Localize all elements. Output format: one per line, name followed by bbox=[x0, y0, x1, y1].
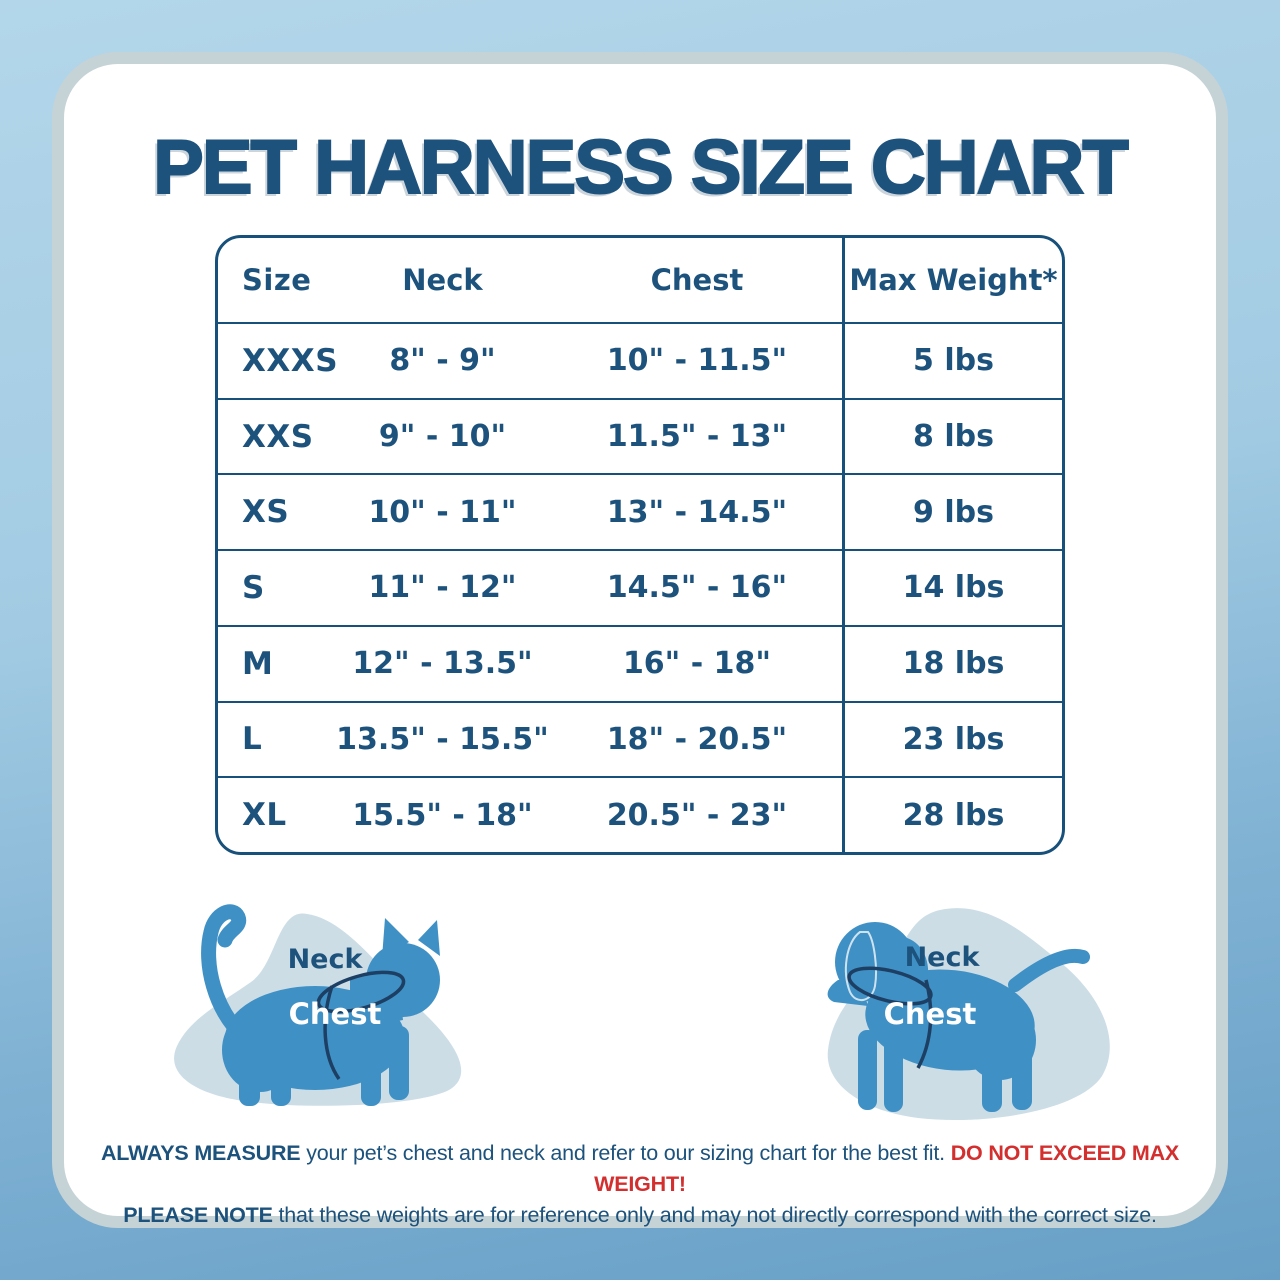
please-note-text: PLEASE NOTE bbox=[123, 1203, 273, 1227]
size-table: Size Neck Chest Max Weight* XXXS 8" - 9"… bbox=[215, 235, 1065, 855]
cell-neck: 10" - 11" bbox=[333, 473, 552, 549]
cell-neck: 15.5" - 18" bbox=[333, 776, 552, 852]
cell-size: L bbox=[218, 700, 333, 777]
measure-instructions: your pet’s chest and neck and refer to o… bbox=[300, 1141, 951, 1165]
footer-note: ALWAYS MEASURE your pet’s chest and neck… bbox=[64, 1138, 1216, 1231]
cell-size: XS bbox=[218, 473, 333, 549]
cat-neck-measure-loop bbox=[316, 970, 406, 1014]
cell-chest: 14.5" - 16" bbox=[552, 549, 842, 625]
cell-neck: 9" - 10" bbox=[333, 397, 552, 474]
cell-max-weight: 18 lbs bbox=[842, 624, 1062, 701]
always-measure-text: ALWAYS MEASURE bbox=[100, 1141, 301, 1165]
column-header-max-weight: Max Weight* bbox=[842, 238, 1062, 322]
cell-max-weight: 9 lbs bbox=[842, 473, 1062, 550]
cell-max-weight: 8 lbs bbox=[842, 397, 1062, 474]
note-instructions: that these weights are for reference onl… bbox=[272, 1203, 1157, 1227]
cat-chest-label: Chest bbox=[289, 997, 382, 1031]
cat-ear bbox=[382, 918, 409, 958]
cell-chest: 11.5" - 13" bbox=[552, 397, 842, 474]
cell-neck: 12" - 13.5" bbox=[333, 624, 552, 701]
column-header-neck: Neck bbox=[402, 263, 483, 297]
cell-neck: 8" - 9" bbox=[333, 322, 552, 398]
cell-max-weight: 14 lbs bbox=[842, 549, 1062, 625]
cell-neck: 11" - 12" bbox=[333, 549, 552, 625]
cell-size: XXXS bbox=[218, 322, 338, 398]
cat-chest-measure-strap bbox=[323, 985, 341, 1080]
dog-chest-measure-strap bbox=[916, 979, 933, 1069]
cell-max-weight: 5 lbs bbox=[842, 322, 1062, 398]
column-header-size: Size bbox=[242, 263, 312, 297]
cell-max-weight: 28 lbs bbox=[842, 776, 1062, 852]
cell-size: M bbox=[218, 624, 333, 701]
dog-illustration: Neck Chest bbox=[827, 908, 1110, 1121]
cell-neck: 13.5" - 15.5" bbox=[333, 700, 552, 777]
column-header-chest: Chest bbox=[650, 263, 744, 297]
cat-tail bbox=[201, 904, 251, 1044]
cell-size: XL bbox=[218, 776, 333, 852]
cat-neck-label: Neck bbox=[288, 944, 364, 975]
dog-neck-label: Neck bbox=[905, 942, 981, 973]
footer-line-2: PLEASE NOTE that these weights are for r… bbox=[64, 1200, 1216, 1231]
cell-chest: 16" - 18" bbox=[552, 624, 842, 701]
cell-chest: 13" - 14.5" bbox=[552, 473, 842, 549]
dog-tail bbox=[1008, 948, 1090, 992]
dog-chest-label: Chest bbox=[884, 997, 977, 1031]
max-weight-warning: DO NOT EXCEED MAX WEIGHT! bbox=[594, 1141, 1180, 1196]
cell-chest: 18" - 20.5" bbox=[552, 700, 842, 777]
content-card: PET HARNESS SIZE CHART Size Neck Chest M… bbox=[52, 52, 1228, 1228]
footer-line-1: ALWAYS MEASURE your pet’s chest and neck… bbox=[64, 1138, 1216, 1200]
cell-max-weight: 23 lbs bbox=[842, 700, 1062, 777]
cell-size: S bbox=[218, 549, 333, 625]
cell-size: XXS bbox=[218, 397, 333, 474]
cat-ear bbox=[418, 920, 440, 956]
page-title: PET HARNESS SIZE CHART bbox=[152, 124, 1130, 211]
cat-illustration: Neck Chest bbox=[174, 904, 462, 1106]
cell-chest: 20.5" - 23" bbox=[552, 776, 842, 852]
cell-chest: 10" - 11.5" bbox=[552, 322, 842, 398]
